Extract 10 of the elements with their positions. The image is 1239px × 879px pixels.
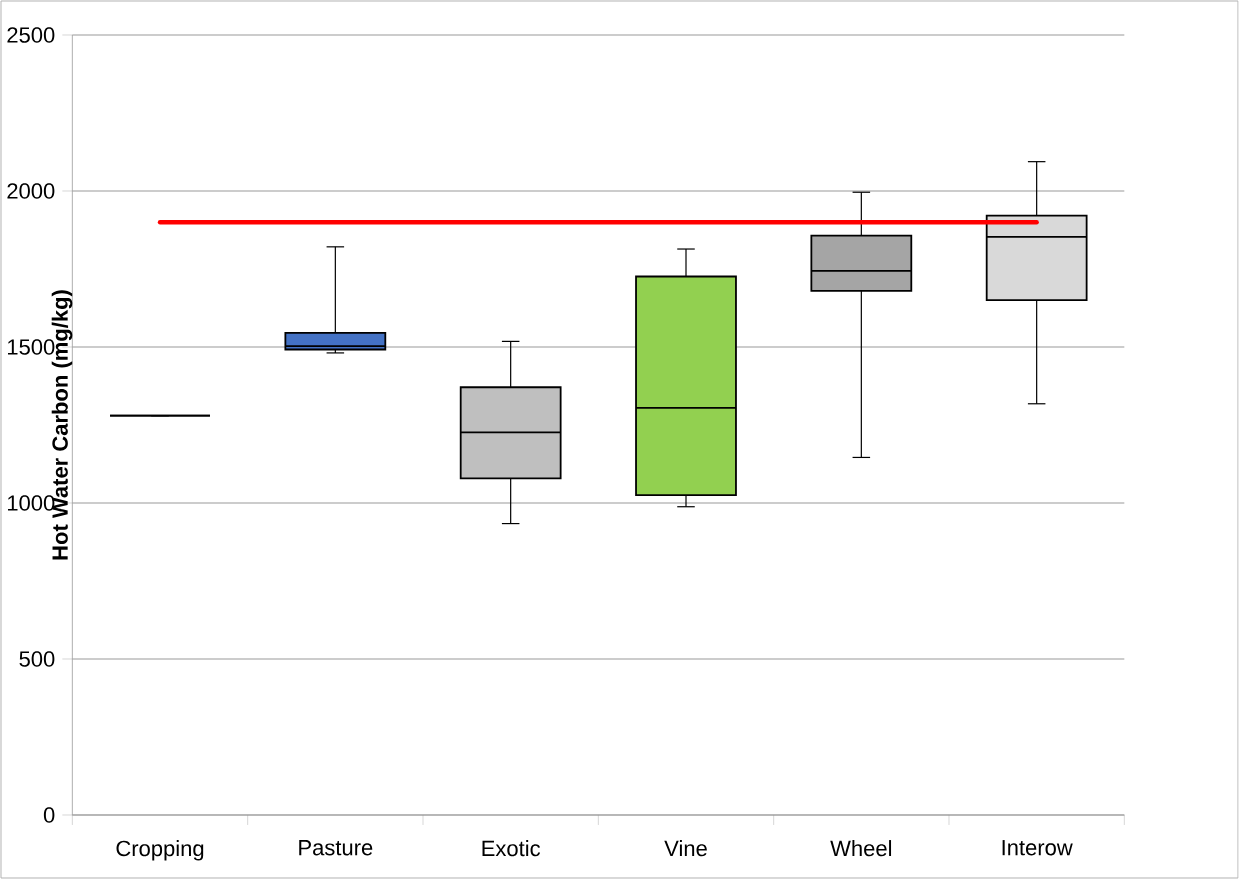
x-tick-label: Exotic: [482, 840, 541, 857]
x-tick-label: Pasture: [299, 840, 373, 856]
y-tick-label: 2500: [7, 27, 55, 43]
x-tick-label: Cropping: [116, 840, 204, 861]
y-tick-label: 0: [43, 807, 55, 823]
y-tick-label: 500: [19, 651, 55, 667]
x-tick-label: Vine: [664, 840, 707, 857]
y-tick-label: 2000: [7, 183, 55, 199]
x-tick-label: Wheel: [830, 840, 892, 857]
x-tick-label: Interow: [1002, 840, 1073, 856]
